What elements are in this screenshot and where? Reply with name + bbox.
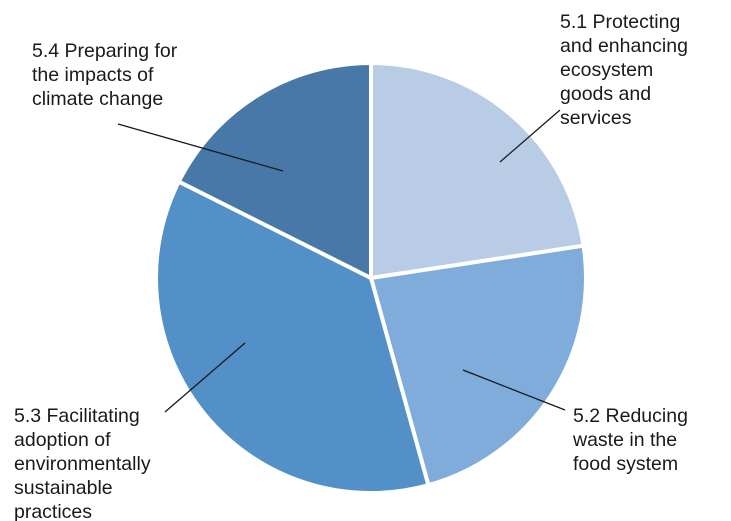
slice-label-line: goods and <box>560 83 651 105</box>
slice-label-line: and enhancing <box>560 35 688 57</box>
slice-label-line: ecosystem <box>560 59 653 81</box>
slice-label-line: 5.1 Protecting <box>560 11 680 33</box>
slice-label-2: 5.2 Reducing waste in the food system <box>572 405 688 475</box>
leader-line-4 <box>117 123 284 172</box>
slice-label-line: the impacts of <box>32 64 154 86</box>
slice-label-1: 5.1 Protecting and enhancing ecosystem good… <box>560 11 688 129</box>
slice-label-3: 5.3 Facilitating adoption of environmental… <box>14 405 151 521</box>
leader-line-2 <box>462 369 566 411</box>
leader-lines <box>117 109 566 413</box>
slice-label-line: 5.4 Preparing for <box>32 40 178 62</box>
pie-slices <box>154 61 588 495</box>
slice-label-line: sustainable <box>14 477 113 499</box>
pie-slice-1 <box>369 61 586 280</box>
slice-labels: 5.1 Protecting and enhancing ecosystem good… <box>14 11 688 521</box>
pie-slice-2 <box>369 243 588 488</box>
slice-label-line: adoption of <box>14 429 111 451</box>
slice-label-line: waste in the <box>572 429 677 451</box>
slice-label-line: practices <box>14 501 92 521</box>
pie-slice-4 <box>176 61 373 280</box>
slice-label-line: services <box>560 107 632 129</box>
slice-label-line: 5.2 Reducing <box>573 405 688 427</box>
leader-line-1 <box>499 109 561 163</box>
leader-line-3 <box>164 342 246 413</box>
slice-label-line: climate change <box>32 88 163 110</box>
pie-slice-3 <box>154 179 431 495</box>
slice-label-4: 5.4 Preparing for the impacts of climate c… <box>32 40 178 110</box>
slice-label-line: environmentally <box>14 453 151 475</box>
slice-label-line: food system <box>573 453 678 475</box>
slice-label-line: 5.3 Facilitating <box>14 405 140 427</box>
